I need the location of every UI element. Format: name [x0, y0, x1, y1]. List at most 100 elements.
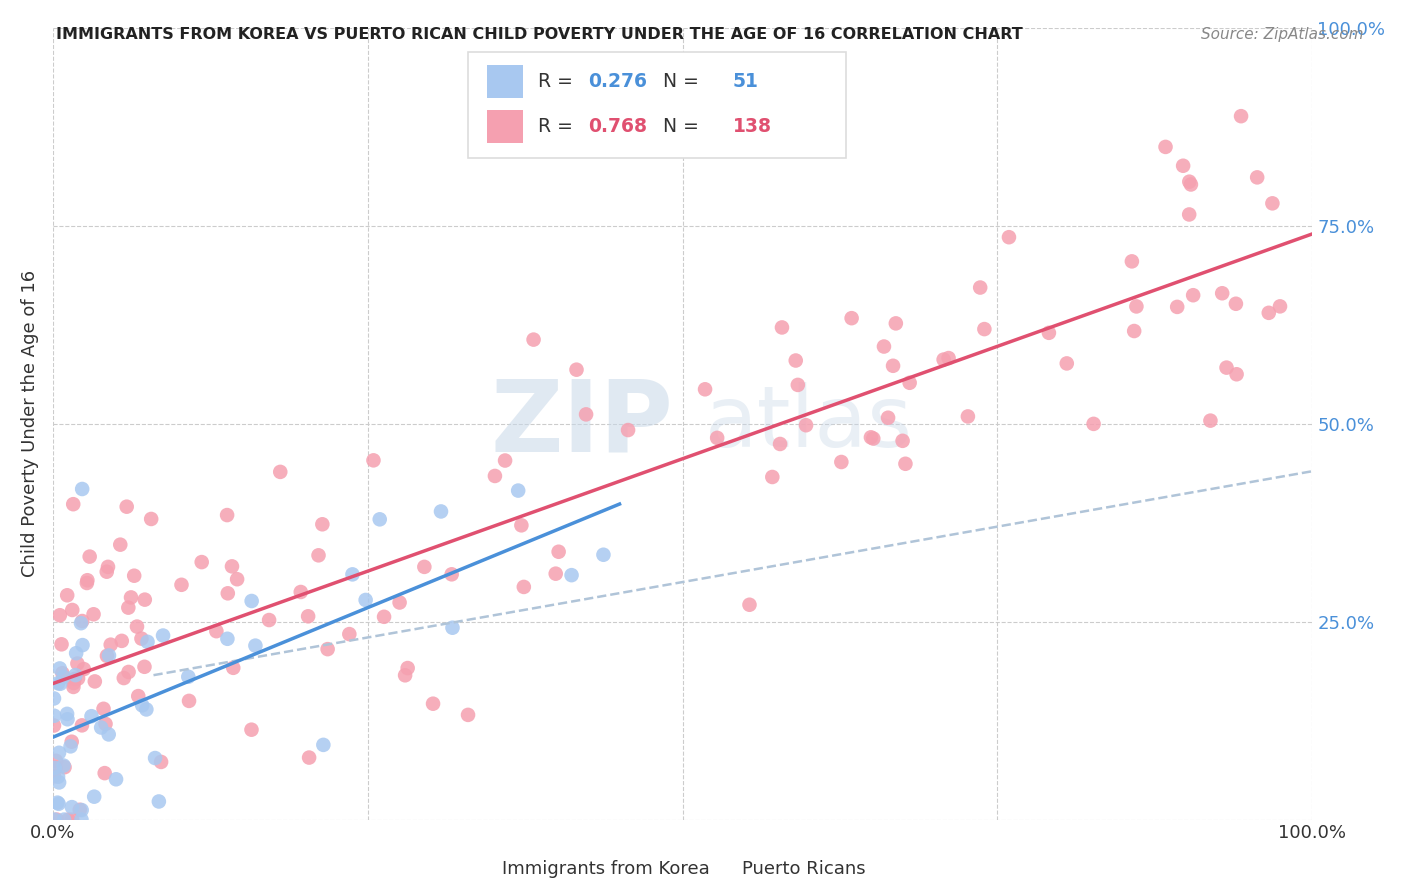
- Point: [513, 580, 536, 594]
- Point: [110, 538, 132, 552]
- Point: [122, 568, 145, 582]
- Point: [706, 431, 728, 445]
- Point: [45, 813, 67, 827]
- Point: [90, 721, 112, 735]
- Point: [94, 717, 117, 731]
- Point: [1083, 417, 1105, 431]
- Point: [430, 504, 453, 518]
- Text: N =: N =: [651, 118, 704, 136]
- Point: [998, 230, 1021, 244]
- Point: [1226, 368, 1249, 382]
- Point: [1125, 300, 1147, 314]
- Point: [70, 813, 93, 827]
- Point: [48, 661, 70, 675]
- Point: [544, 566, 567, 581]
- Point: [48, 775, 70, 789]
- Point: [76, 576, 98, 591]
- Point: [44, 708, 66, 723]
- Point: [973, 322, 995, 336]
- Point: [134, 592, 156, 607]
- Point: [413, 560, 436, 574]
- Point: [217, 586, 239, 600]
- Point: [83, 674, 105, 689]
- Point: [841, 311, 863, 326]
- Point: [956, 409, 979, 424]
- Point: [363, 453, 385, 467]
- Point: [769, 437, 792, 451]
- Point: [786, 378, 808, 392]
- Point: [62, 676, 84, 690]
- Point: [120, 591, 142, 605]
- Point: [441, 621, 464, 635]
- Point: [51, 666, 73, 681]
- Point: [368, 512, 391, 526]
- Point: [42, 718, 65, 732]
- Point: [938, 351, 960, 365]
- Text: 138: 138: [733, 118, 772, 136]
- Point: [1230, 109, 1253, 123]
- Point: [46, 676, 69, 690]
- Point: [73, 662, 96, 676]
- Point: [42, 769, 65, 783]
- Point: [457, 707, 479, 722]
- Point: [63, 672, 86, 686]
- Point: [565, 362, 588, 376]
- Point: [93, 702, 115, 716]
- Point: [1261, 196, 1284, 211]
- Point: [52, 758, 75, 772]
- Point: [221, 559, 243, 574]
- Point: [862, 432, 884, 446]
- Point: [1225, 297, 1247, 311]
- Point: [70, 614, 93, 628]
- Point: [1171, 159, 1194, 173]
- Point: [80, 709, 103, 723]
- Point: [770, 320, 793, 334]
- Point: [785, 353, 807, 368]
- Text: atlas: atlas: [704, 382, 912, 466]
- Point: [932, 352, 955, 367]
- Point: [53, 813, 76, 827]
- Point: [873, 339, 896, 353]
- Point: [97, 559, 120, 574]
- Point: [127, 689, 149, 703]
- Point: [134, 660, 156, 674]
- Point: [105, 772, 128, 787]
- Bar: [689, 853, 727, 885]
- Point: [761, 470, 783, 484]
- Point: [297, 609, 319, 624]
- Text: IMMIGRANTS FROM KOREA VS PUERTO RICAN CHILD POVERTY UNDER THE AGE OF 16 CORRELAT: IMMIGRANTS FROM KOREA VS PUERTO RICAN CH…: [56, 27, 1024, 42]
- Point: [177, 670, 200, 684]
- Point: [422, 697, 444, 711]
- Point: [83, 789, 105, 804]
- Point: [59, 739, 82, 754]
- Point: [48, 746, 70, 760]
- Point: [1246, 170, 1268, 185]
- Point: [1178, 175, 1201, 189]
- Point: [830, 455, 852, 469]
- Point: [245, 639, 267, 653]
- Point: [100, 638, 122, 652]
- Point: [170, 578, 193, 592]
- Point: [898, 376, 921, 390]
- Point: [148, 795, 170, 809]
- Point: [1038, 326, 1060, 340]
- Point: [257, 613, 280, 627]
- Point: [547, 545, 569, 559]
- Point: [111, 633, 134, 648]
- Point: [44, 761, 66, 775]
- Point: [70, 482, 93, 496]
- Point: [67, 672, 90, 686]
- Point: [859, 430, 882, 444]
- Point: [1211, 286, 1233, 301]
- Point: [76, 573, 98, 587]
- Point: [394, 668, 416, 682]
- Point: [62, 497, 84, 511]
- Point: [226, 572, 249, 586]
- Point: [337, 627, 360, 641]
- Point: [136, 635, 159, 649]
- Point: [117, 600, 139, 615]
- Point: [42, 691, 65, 706]
- Point: [72, 638, 94, 652]
- Point: [97, 727, 120, 741]
- Point: [561, 568, 583, 582]
